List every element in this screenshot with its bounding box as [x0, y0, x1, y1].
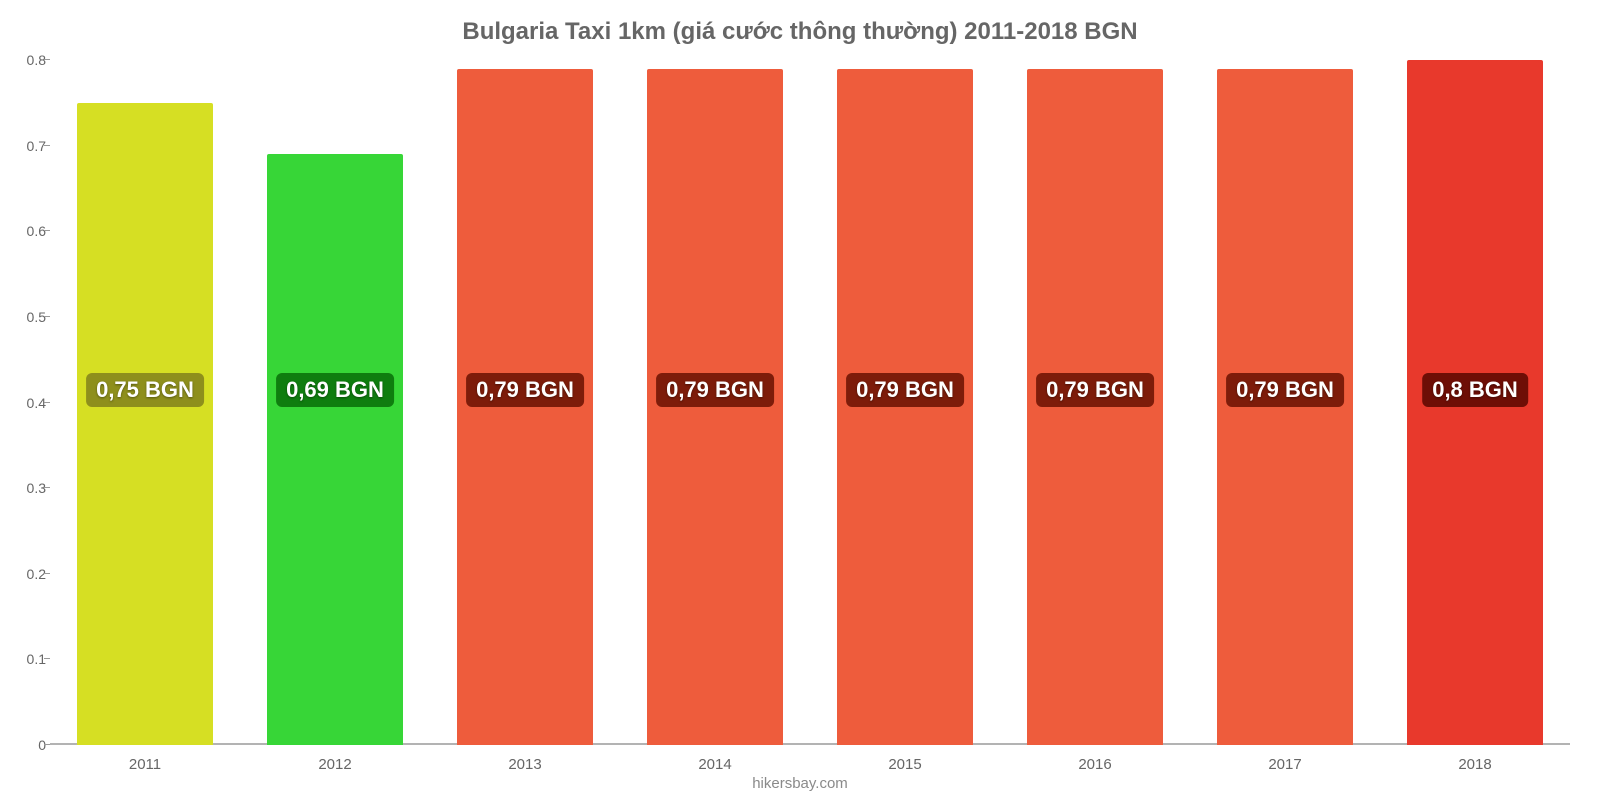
x-tick-label: 2011: [50, 756, 240, 773]
bar-value-badge: 0,79 BGN: [466, 373, 584, 407]
y-tick-mark: [44, 658, 50, 659]
y-tick-mark: [44, 59, 50, 60]
bar-slot: 0,79 BGN2013: [430, 60, 620, 745]
y-tick-label: 0.1: [6, 651, 46, 667]
bar-slot: 0,8 BGN2018: [1380, 60, 1570, 745]
bar-value-badge: 0,75 BGN: [86, 373, 204, 407]
x-tick-label: 2012: [240, 756, 430, 773]
bar-value-badge: 0,79 BGN: [846, 373, 964, 407]
bar: [1217, 69, 1354, 745]
bar-value-badge: 0,79 BGN: [1036, 373, 1154, 407]
y-tick-mark: [44, 487, 50, 488]
x-tick-label: 2014: [620, 756, 810, 773]
y-tick-mark: [44, 145, 50, 146]
y-tick-label: 0.2: [6, 566, 46, 582]
chart-footer-credit: hikersbay.com: [0, 775, 1600, 792]
y-tick-label: 0: [6, 737, 46, 753]
bar: [267, 154, 404, 745]
bar-slot: 0,79 BGN2014: [620, 60, 810, 745]
y-tick-label: 0.8: [6, 52, 46, 68]
y-tick-label: 0.3: [6, 480, 46, 496]
bar: [77, 103, 214, 745]
x-tick-label: 2018: [1380, 756, 1570, 773]
chart-container: Bulgaria Taxi 1km (giá cước thông thường…: [0, 0, 1600, 800]
bar: [837, 69, 974, 745]
bar-value-badge: 0,79 BGN: [656, 373, 774, 407]
x-tick-label: 2017: [1190, 756, 1380, 773]
bar-value-badge: 0,69 BGN: [276, 373, 394, 407]
y-tick-mark: [44, 402, 50, 403]
plot-area: 0,75 BGN20110,69 BGN20120,79 BGN20130,79…: [50, 60, 1570, 745]
bar: [1027, 69, 1164, 745]
bars-group: 0,75 BGN20110,69 BGN20120,79 BGN20130,79…: [50, 60, 1570, 745]
bar-slot: 0,79 BGN2015: [810, 60, 1000, 745]
y-tick-label: 0.6: [6, 223, 46, 239]
y-tick-mark: [44, 573, 50, 574]
bar-slot: 0,79 BGN2016: [1000, 60, 1190, 745]
x-tick-label: 2013: [430, 756, 620, 773]
y-tick-label: 0.4: [6, 395, 46, 411]
y-tick-label: 0.5: [6, 309, 46, 325]
y-tick-mark: [44, 316, 50, 317]
x-tick-label: 2015: [810, 756, 1000, 773]
y-tick-label: 0.7: [6, 138, 46, 154]
bar-slot: 0,75 BGN2011: [50, 60, 240, 745]
bar-slot: 0,79 BGN2017: [1190, 60, 1380, 745]
bar-value-badge: 0,8 BGN: [1422, 373, 1528, 407]
chart-title: Bulgaria Taxi 1km (giá cước thông thường…: [0, 0, 1600, 46]
y-tick-mark: [44, 744, 50, 745]
bar-value-badge: 0,79 BGN: [1226, 373, 1344, 407]
bar: [457, 69, 594, 745]
bar: [647, 69, 784, 745]
y-tick-mark: [44, 230, 50, 231]
x-tick-label: 2016: [1000, 756, 1190, 773]
bar-slot: 0,69 BGN2012: [240, 60, 430, 745]
